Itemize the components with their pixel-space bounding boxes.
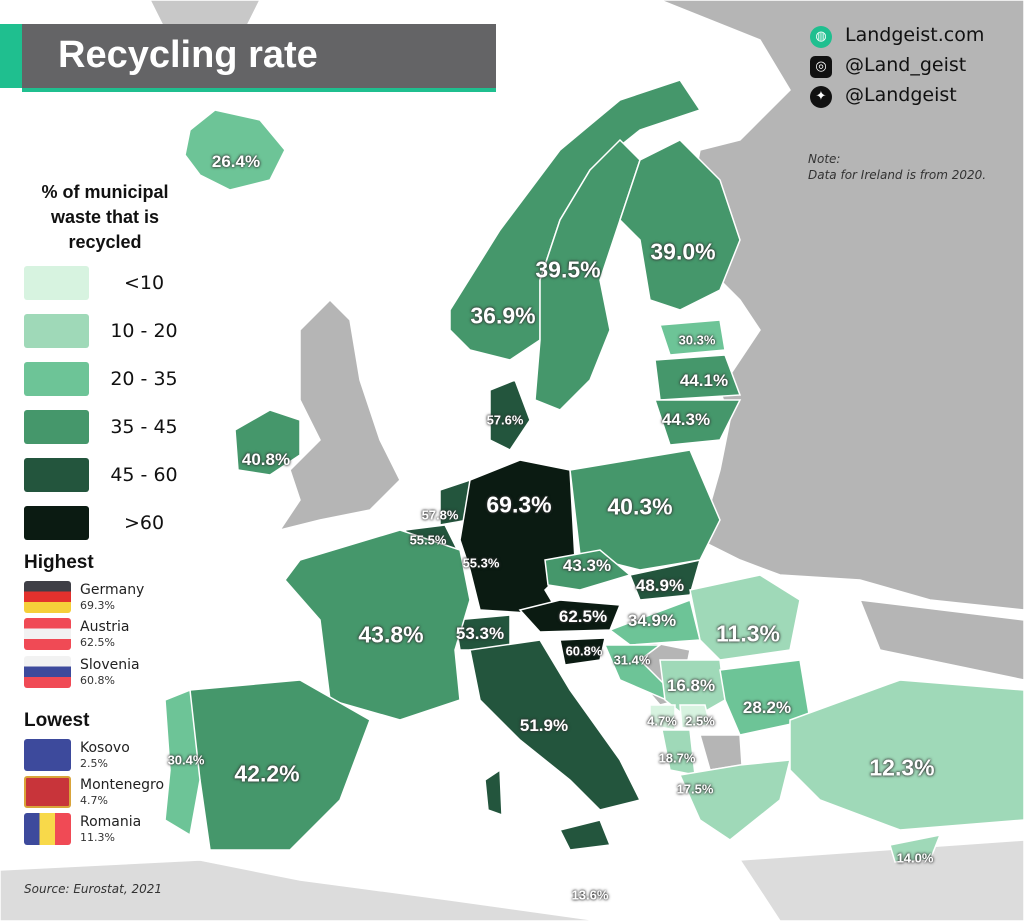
brand-twitter: @Landgeist — [845, 84, 957, 106]
label-luxembourg: 55.3% — [462, 555, 500, 571]
label-croatia: 31.4% — [613, 652, 651, 668]
label-czechia: 43.3% — [562, 556, 612, 575]
label-iceland: 26.4% — [211, 152, 261, 171]
montenegro-flag-icon — [24, 776, 71, 808]
label-italy: 51.9% — [519, 716, 569, 735]
note-label: Note: — [808, 152, 841, 166]
legend-title-line: waste that is — [50, 207, 160, 227]
label-latvia: 44.1% — [679, 371, 729, 390]
kosovo-flag-icon — [24, 739, 71, 771]
highest-country: Austria — [80, 619, 130, 635]
label-estonia: 30.3% — [678, 332, 716, 348]
legend-label: 10 - 20 — [110, 320, 178, 342]
lowest-country: Romania — [80, 814, 142, 830]
austria-flag-icon — [24, 618, 71, 650]
lowest-heading: Lowest — [24, 710, 90, 731]
slovenia-flag-icon — [24, 656, 71, 688]
lowest-value: 2.5% — [80, 757, 108, 770]
label-belgium: 55.5% — [409, 532, 447, 548]
legend-swatch — [24, 410, 89, 444]
romania-flag-icon — [24, 813, 71, 845]
page-title: Recycling rate — [58, 34, 318, 76]
countries — [164, 79, 1024, 863]
legend-swatch — [24, 458, 89, 492]
legend-label: 35 - 45 — [110, 416, 178, 438]
legend-title: % of municipal waste that is recycled — [20, 180, 190, 255]
lowest-value: 11.3% — [80, 831, 115, 844]
highest-value: 62.5% — [80, 636, 115, 649]
twitter-icon: ✦ — [810, 86, 832, 108]
legend-swatch — [24, 314, 89, 348]
instagram-icon: ◎ — [810, 56, 832, 78]
source-note: Source: Eurostat, 2021 — [24, 882, 162, 896]
label-poland: 40.3% — [607, 493, 673, 520]
legend-title-line: % of municipal — [41, 182, 169, 202]
title-bar — [22, 24, 496, 88]
label-norway: 36.9% — [470, 302, 536, 329]
label-bulgaria: 28.2% — [742, 698, 792, 717]
label-austria: 62.5% — [558, 607, 608, 626]
title-accent — [0, 24, 22, 88]
highest-country: Slovenia — [80, 657, 140, 673]
label-netherlands: 57.8% — [421, 507, 459, 523]
label-germany: 69.3% — [486, 491, 552, 518]
label-slovenia: 60.8% — [565, 643, 603, 659]
highest-heading: Highest — [24, 552, 94, 573]
brand-instagram: @Land_geist — [845, 54, 967, 76]
legend-swatch — [24, 266, 89, 300]
legend-swatch — [24, 362, 89, 396]
title-underline — [22, 88, 496, 92]
label-sweden: 39.5% — [535, 256, 601, 283]
label-greece: 17.5% — [676, 781, 714, 797]
label-serbia: 16.8% — [666, 676, 716, 695]
label-turkey: 12.3% — [869, 754, 935, 781]
label-lithuania: 44.3% — [661, 410, 711, 429]
label-albania: 18.7% — [658, 750, 696, 766]
highest-value: 60.8% — [80, 674, 115, 687]
lowest-country: Montenegro — [80, 777, 165, 793]
label-kosovo: 2.5% — [685, 713, 715, 729]
legend-label: <10 — [123, 272, 165, 294]
lowest-value: 4.7% — [80, 794, 108, 807]
label-portugal: 30.4% — [167, 752, 205, 768]
brand-site: Landgeist.com — [845, 24, 985, 46]
label-romania: 11.3% — [716, 620, 780, 647]
legend-title-line: recycled — [68, 232, 142, 252]
label-hungary: 34.9% — [627, 611, 677, 630]
lowest-country: Kosovo — [80, 740, 130, 756]
label-montenegro: 4.7% — [647, 713, 677, 729]
label-cyprus: 14.0% — [896, 850, 934, 866]
legend-label: 20 - 35 — [110, 368, 178, 390]
note-text: Data for Ireland is from 2020. — [808, 168, 987, 182]
label-spain: 42.2% — [234, 760, 300, 787]
label-france: 43.8% — [358, 621, 424, 648]
label-switzerland: 53.3% — [455, 624, 505, 643]
highest-value: 69.3% — [80, 599, 115, 612]
legend-swatch — [24, 506, 89, 540]
legend-label: >60 — [123, 512, 165, 534]
label-finland: 39.0% — [650, 238, 716, 265]
globe-icon: ◍ — [810, 26, 832, 48]
germany-flag-icon — [24, 581, 71, 613]
legend-label: 45 - 60 — [110, 464, 178, 486]
label-malta: 13.6% — [571, 887, 609, 903]
highest-country: Germany — [80, 582, 145, 598]
label-ireland: 40.8% — [241, 450, 291, 469]
label-slovakia: 48.9% — [635, 576, 685, 595]
label-denmark: 57.6% — [486, 412, 524, 428]
